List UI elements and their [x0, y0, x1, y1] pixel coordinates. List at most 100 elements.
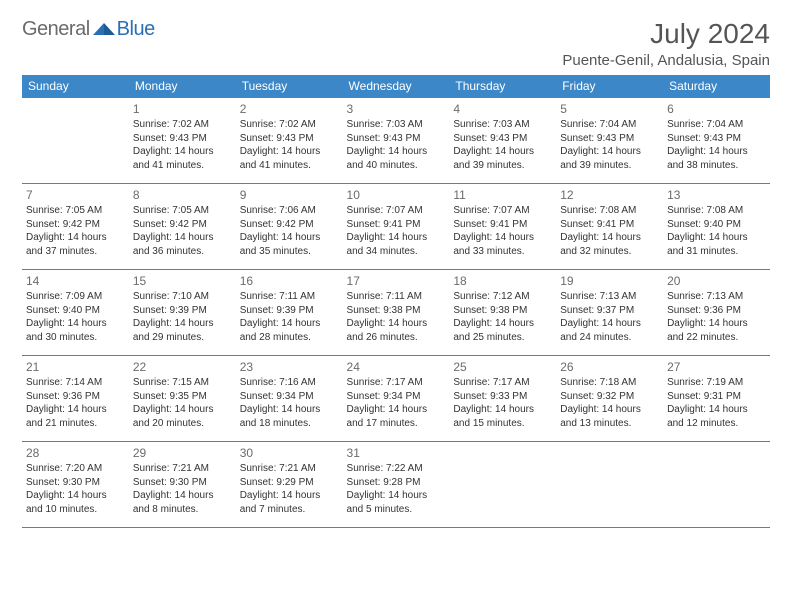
day-cell: 30Sunrise: 7:21 AMSunset: 9:29 PMDayligh…	[236, 442, 343, 528]
daylight-text-2: and 38 minutes.	[667, 159, 766, 173]
day-cell: 31Sunrise: 7:22 AMSunset: 9:28 PMDayligh…	[343, 442, 450, 528]
day-number: 31	[347, 445, 446, 461]
header: General Blue July 2024 Puente-Genil, And…	[22, 18, 770, 69]
month-title: July 2024	[562, 18, 770, 50]
sunrise-text: Sunrise: 7:05 AM	[133, 204, 232, 218]
sunset-text: Sunset: 9:43 PM	[133, 132, 232, 146]
day-number: 18	[453, 273, 552, 289]
sunset-text: Sunset: 9:43 PM	[347, 132, 446, 146]
calendar-body: 1Sunrise: 7:02 AMSunset: 9:43 PMDaylight…	[22, 98, 770, 528]
daylight-text-1: Daylight: 14 hours	[133, 489, 232, 503]
day-cell: 5Sunrise: 7:04 AMSunset: 9:43 PMDaylight…	[556, 98, 663, 184]
daylight-text-1: Daylight: 14 hours	[240, 489, 339, 503]
title-block: July 2024 Puente-Genil, Andalusia, Spain	[562, 18, 770, 69]
daylight-text-2: and 26 minutes.	[347, 331, 446, 345]
day-cell: 28Sunrise: 7:20 AMSunset: 9:30 PMDayligh…	[22, 442, 129, 528]
day-cell: 4Sunrise: 7:03 AMSunset: 9:43 PMDaylight…	[449, 98, 556, 184]
sunrise-text: Sunrise: 7:13 AM	[667, 290, 766, 304]
sunrise-text: Sunrise: 7:13 AM	[560, 290, 659, 304]
day-number: 14	[26, 273, 125, 289]
sunset-text: Sunset: 9:40 PM	[667, 218, 766, 232]
sunrise-text: Sunrise: 7:17 AM	[453, 376, 552, 390]
daylight-text-1: Daylight: 14 hours	[347, 231, 446, 245]
day-cell: 9Sunrise: 7:06 AMSunset: 9:42 PMDaylight…	[236, 184, 343, 270]
daylight-text-2: and 24 minutes.	[560, 331, 659, 345]
weekday-header: Monday	[129, 75, 236, 98]
day-cell: 19Sunrise: 7:13 AMSunset: 9:37 PMDayligh…	[556, 270, 663, 356]
sunset-text: Sunset: 9:40 PM	[26, 304, 125, 318]
day-cell: 2Sunrise: 7:02 AMSunset: 9:43 PMDaylight…	[236, 98, 343, 184]
daylight-text-1: Daylight: 14 hours	[453, 231, 552, 245]
empty-cell	[449, 442, 556, 528]
day-number: 1	[133, 101, 232, 117]
week-row: 7Sunrise: 7:05 AMSunset: 9:42 PMDaylight…	[22, 184, 770, 270]
weekday-row: SundayMondayTuesdayWednesdayThursdayFrid…	[22, 75, 770, 98]
sunrise-text: Sunrise: 7:07 AM	[453, 204, 552, 218]
sunrise-text: Sunrise: 7:10 AM	[133, 290, 232, 304]
sunset-text: Sunset: 9:41 PM	[560, 218, 659, 232]
sunset-text: Sunset: 9:34 PM	[347, 390, 446, 404]
daylight-text-1: Daylight: 14 hours	[560, 317, 659, 331]
calendar-table: SundayMondayTuesdayWednesdayThursdayFrid…	[22, 75, 770, 528]
sunrise-text: Sunrise: 7:21 AM	[133, 462, 232, 476]
logo-text-general: General	[22, 18, 90, 41]
daylight-text-1: Daylight: 14 hours	[453, 403, 552, 417]
daylight-text-1: Daylight: 14 hours	[240, 317, 339, 331]
day-number: 5	[560, 101, 659, 117]
day-number: 15	[133, 273, 232, 289]
day-number: 21	[26, 359, 125, 375]
sunrise-text: Sunrise: 7:16 AM	[240, 376, 339, 390]
daylight-text-1: Daylight: 14 hours	[26, 231, 125, 245]
weekday-header: Saturday	[663, 75, 770, 98]
day-cell: 25Sunrise: 7:17 AMSunset: 9:33 PMDayligh…	[449, 356, 556, 442]
day-number: 24	[347, 359, 446, 375]
daylight-text-1: Daylight: 14 hours	[453, 317, 552, 331]
week-row: 14Sunrise: 7:09 AMSunset: 9:40 PMDayligh…	[22, 270, 770, 356]
weekday-header: Wednesday	[343, 75, 450, 98]
sunrise-text: Sunrise: 7:11 AM	[240, 290, 339, 304]
daylight-text-2: and 7 minutes.	[240, 503, 339, 517]
sunrise-text: Sunrise: 7:02 AM	[240, 118, 339, 132]
day-number: 19	[560, 273, 659, 289]
day-number: 4	[453, 101, 552, 117]
sunrise-text: Sunrise: 7:02 AM	[133, 118, 232, 132]
day-cell: 12Sunrise: 7:08 AMSunset: 9:41 PMDayligh…	[556, 184, 663, 270]
day-cell: 27Sunrise: 7:19 AMSunset: 9:31 PMDayligh…	[663, 356, 770, 442]
daylight-text-1: Daylight: 14 hours	[347, 403, 446, 417]
day-number: 26	[560, 359, 659, 375]
daylight-text-2: and 41 minutes.	[240, 159, 339, 173]
daylight-text-1: Daylight: 14 hours	[560, 231, 659, 245]
daylight-text-2: and 13 minutes.	[560, 417, 659, 431]
day-number: 17	[347, 273, 446, 289]
daylight-text-2: and 17 minutes.	[347, 417, 446, 431]
day-number: 11	[453, 187, 552, 203]
daylight-text-2: and 29 minutes.	[133, 331, 232, 345]
day-cell: 7Sunrise: 7:05 AMSunset: 9:42 PMDaylight…	[22, 184, 129, 270]
day-cell: 13Sunrise: 7:08 AMSunset: 9:40 PMDayligh…	[663, 184, 770, 270]
logo: General Blue	[22, 18, 155, 41]
sunset-text: Sunset: 9:28 PM	[347, 476, 446, 490]
daylight-text-2: and 30 minutes.	[26, 331, 125, 345]
daylight-text-1: Daylight: 14 hours	[133, 231, 232, 245]
sunrise-text: Sunrise: 7:03 AM	[347, 118, 446, 132]
daylight-text-2: and 18 minutes.	[240, 417, 339, 431]
logo-text-blue: Blue	[117, 18, 155, 41]
daylight-text-2: and 37 minutes.	[26, 245, 125, 259]
calendar-head: SundayMondayTuesdayWednesdayThursdayFrid…	[22, 75, 770, 98]
day-number: 16	[240, 273, 339, 289]
day-cell: 10Sunrise: 7:07 AMSunset: 9:41 PMDayligh…	[343, 184, 450, 270]
page: General Blue July 2024 Puente-Genil, And…	[0, 0, 792, 538]
weekday-header: Tuesday	[236, 75, 343, 98]
daylight-text-2: and 41 minutes.	[133, 159, 232, 173]
sunrise-text: Sunrise: 7:06 AM	[240, 204, 339, 218]
sunset-text: Sunset: 9:32 PM	[560, 390, 659, 404]
sunrise-text: Sunrise: 7:04 AM	[560, 118, 659, 132]
daylight-text-2: and 12 minutes.	[667, 417, 766, 431]
sunrise-text: Sunrise: 7:11 AM	[347, 290, 446, 304]
day-number: 22	[133, 359, 232, 375]
daylight-text-2: and 22 minutes.	[667, 331, 766, 345]
daylight-text-1: Daylight: 14 hours	[133, 317, 232, 331]
logo-triangle-icon	[93, 21, 115, 35]
day-cell: 1Sunrise: 7:02 AMSunset: 9:43 PMDaylight…	[129, 98, 236, 184]
daylight-text-1: Daylight: 14 hours	[26, 403, 125, 417]
